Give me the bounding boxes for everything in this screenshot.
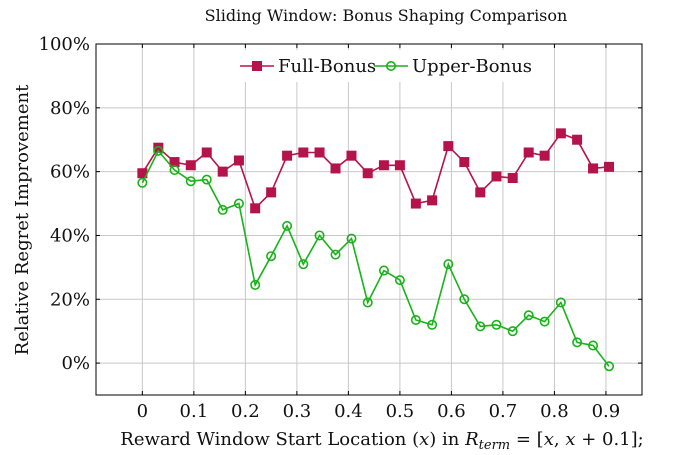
data-point-full-bonus — [604, 161, 615, 172]
plot-frame — [95, 43, 643, 396]
data-point-upper-bonus — [314, 230, 325, 241]
data-point-upper-bonus — [588, 340, 599, 351]
data-point-full-bonus — [185, 160, 196, 171]
data-point-upper-bonus — [282, 220, 293, 231]
legend-marker-upper-bonus — [385, 60, 396, 71]
data-point-full-bonus — [491, 171, 502, 182]
data-point-upper-bonus — [394, 275, 405, 286]
data-point-full-bonus — [507, 173, 518, 184]
x-tick-label: 0.9 — [592, 401, 621, 422]
data-point-full-bonus — [346, 150, 357, 161]
data-point-upper-bonus — [217, 204, 228, 215]
x-tick-label: 0.5 — [386, 401, 415, 422]
data-point-upper-bonus — [459, 294, 470, 305]
data-point-full-bonus — [217, 166, 228, 177]
data-point-upper-bonus — [555, 297, 566, 308]
data-point-full-bonus — [314, 147, 325, 158]
data-point-upper-bonus — [491, 319, 502, 330]
y-tick-label: 20% — [50, 289, 90, 310]
data-point-full-bonus — [539, 150, 550, 161]
legend: Full-Bonus Upper-Bonus — [236, 50, 532, 82]
data-point-upper-bonus — [410, 315, 421, 326]
data-point-upper-bonus — [137, 177, 148, 188]
data-point-full-bonus — [523, 147, 534, 158]
data-point-upper-bonus — [250, 279, 261, 290]
data-point-upper-bonus — [523, 310, 534, 321]
data-point-full-bonus — [330, 163, 341, 174]
series-line-upper-bonus — [141, 149, 610, 367]
data-point-full-bonus — [394, 160, 405, 171]
data-point-upper-bonus — [443, 259, 454, 270]
data-point-upper-bonus — [233, 198, 244, 209]
data-point-upper-bonus — [572, 337, 583, 348]
data-point-upper-bonus — [427, 319, 438, 330]
x-tick-label: 0.3 — [283, 401, 312, 422]
data-point-full-bonus — [410, 198, 421, 209]
data-point-full-bonus — [427, 195, 438, 206]
x-tick-label: 0.7 — [489, 401, 518, 422]
data-point-upper-bonus — [604, 361, 615, 372]
y-tick-label: 80% — [50, 98, 90, 119]
x-tick-label: 0.4 — [334, 401, 363, 422]
data-point-upper-bonus — [507, 326, 518, 337]
x-tick-label: 0.1 — [180, 401, 209, 422]
data-point-upper-bonus — [153, 145, 164, 156]
data-point-full-bonus — [555, 128, 566, 139]
y-tick-label: 40% — [50, 225, 90, 246]
data-point-full-bonus — [475, 187, 486, 198]
y-tick-label: 0% — [61, 353, 90, 374]
legend-label-upper-bonus: Upper-Bonus — [412, 56, 532, 77]
data-point-full-bonus — [572, 134, 583, 145]
data-point-upper-bonus — [378, 265, 389, 276]
legend-marker-full-bonus — [252, 61, 262, 71]
grid — [96, 43, 642, 395]
series-line-full-bonus — [141, 132, 610, 210]
data-point-full-bonus — [443, 141, 454, 152]
x-tick-label: 0 — [137, 401, 148, 422]
data-point-full-bonus — [266, 187, 277, 198]
y-tick-label: 60% — [50, 162, 90, 183]
data-point-upper-bonus — [362, 297, 373, 308]
legend-label-full-bonus: Full-Bonus — [278, 56, 376, 77]
data-point-full-bonus — [378, 160, 389, 171]
y-axis: 0% 20% 40% 60% 80% 100% — [39, 34, 642, 374]
data-point-full-bonus — [459, 157, 470, 168]
data-point-full-bonus — [233, 155, 244, 166]
data-point-upper-bonus — [266, 251, 277, 262]
data-point-full-bonus — [282, 150, 293, 161]
data-point-full-bonus — [201, 147, 212, 158]
x-tick-label: 0.6 — [437, 401, 466, 422]
data-point-upper-bonus — [169, 165, 180, 176]
data-point-upper-bonus — [346, 233, 357, 244]
x-tick-label: 0.2 — [231, 401, 260, 422]
data-point-upper-bonus — [539, 316, 550, 327]
data-point-full-bonus — [588, 163, 599, 174]
x-tick-label: 0.8 — [540, 401, 569, 422]
data-point-full-bonus — [362, 168, 373, 179]
x-axis-label: Reward Window Start Location (x) in Rter… — [120, 429, 643, 453]
data-point-upper-bonus — [475, 321, 486, 332]
y-tick-label: 100% — [39, 34, 90, 55]
chart-title: Sliding Window: Bonus Shaping Comparison — [205, 6, 568, 25]
series-layer — [137, 128, 615, 372]
y-axis-label: Relative Regret Improvement — [12, 84, 33, 355]
x-axis: 0 0.1 0.2 0.3 0.4 0.5 0.6 0.7 0.8 0.9 — [137, 44, 621, 422]
data-point-upper-bonus — [185, 176, 196, 187]
data-point-full-bonus — [250, 203, 261, 214]
data-point-upper-bonus — [298, 259, 309, 270]
data-point-upper-bonus — [201, 174, 212, 185]
data-point-full-bonus — [298, 147, 309, 158]
data-point-upper-bonus — [330, 249, 341, 260]
